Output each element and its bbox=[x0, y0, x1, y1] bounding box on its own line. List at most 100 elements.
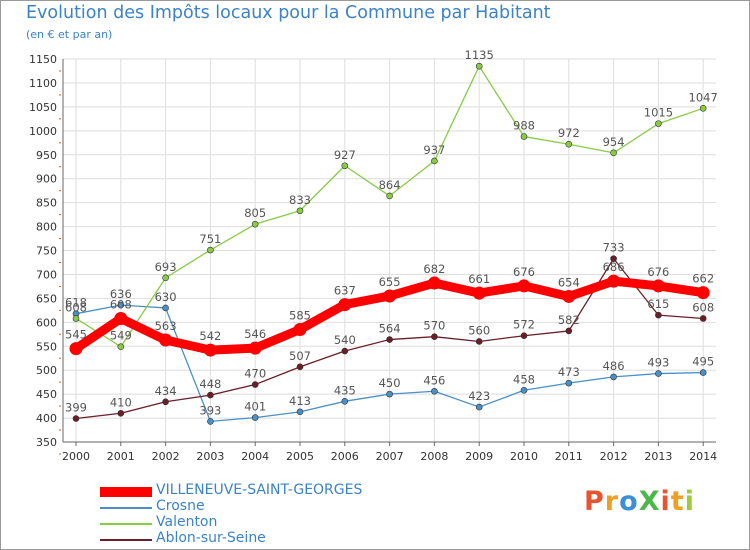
proxiti-logo: ProXiti bbox=[584, 486, 695, 517]
data-label: 563 bbox=[155, 319, 177, 333]
data-point bbox=[386, 192, 393, 200]
y-tick-label: 350 bbox=[36, 436, 57, 449]
data-label: 733 bbox=[603, 241, 625, 255]
y-tick-label: 950 bbox=[36, 149, 57, 162]
data-point bbox=[251, 414, 259, 421]
data-label: 546 bbox=[244, 327, 266, 341]
data-point bbox=[114, 311, 128, 325]
data-point bbox=[520, 133, 528, 140]
chart-subtitle: (en € et par an) bbox=[26, 28, 113, 41]
data-point bbox=[207, 418, 214, 425]
data-label: 608 bbox=[692, 300, 714, 314]
x-tick-label: 2010 bbox=[510, 450, 538, 463]
series-points bbox=[69, 62, 710, 425]
data-label: 972 bbox=[558, 126, 580, 140]
data-label: 399 bbox=[65, 401, 87, 415]
data-point bbox=[203, 343, 217, 357]
data-point bbox=[565, 140, 573, 148]
legend-label: Crosne bbox=[156, 498, 205, 514]
data-label: 572 bbox=[513, 318, 535, 332]
data-label: 560 bbox=[468, 323, 490, 337]
data-point bbox=[251, 220, 259, 228]
y-tick-label: 550 bbox=[36, 340, 57, 353]
data-labels: 618 636 630 393 401 413 435 450 456 423 458 473 486 4… bbox=[65, 48, 718, 417]
data-point bbox=[565, 327, 573, 335]
y-tick-label: 1000 bbox=[29, 125, 57, 138]
x-tick-label: 2014 bbox=[689, 450, 717, 463]
data-label: 564 bbox=[379, 322, 401, 336]
legend-swatch bbox=[100, 487, 152, 497]
chart-title: Evolution des Impôts locaux pour la Comm… bbox=[26, 3, 551, 23]
x-tick-label: 2006 bbox=[331, 450, 359, 463]
data-label: 473 bbox=[558, 365, 580, 379]
data-point bbox=[655, 120, 662, 127]
data-point bbox=[341, 347, 349, 355]
data-point bbox=[251, 381, 259, 388]
y-tick-label: 1150 bbox=[29, 53, 57, 66]
data-label: 423 bbox=[468, 389, 490, 403]
x-tick-label: 2012 bbox=[600, 450, 628, 463]
y-tick-label: 750 bbox=[36, 245, 57, 258]
y-tick-label: 1100 bbox=[29, 77, 57, 90]
data-label: 1015 bbox=[644, 106, 673, 120]
data-point bbox=[699, 105, 707, 112]
data-point bbox=[517, 279, 531, 293]
data-point bbox=[296, 363, 304, 371]
data-point bbox=[607, 274, 621, 288]
y-tick-label: 650 bbox=[36, 292, 57, 305]
data-label: 450 bbox=[379, 376, 401, 390]
data-point bbox=[383, 289, 397, 303]
data-point bbox=[699, 369, 707, 376]
data-label: 1047 bbox=[689, 90, 718, 104]
data-label: 676 bbox=[513, 265, 535, 279]
y-tick-label: 700 bbox=[36, 268, 57, 281]
data-point bbox=[69, 342, 83, 356]
y-tick-label: 900 bbox=[36, 173, 57, 186]
data-point bbox=[562, 289, 576, 303]
x-tick-label: 2002 bbox=[152, 450, 180, 463]
data-label: 682 bbox=[423, 262, 445, 276]
legend-swatch bbox=[100, 507, 152, 509]
legend-label: Ablon-sur-Seine bbox=[156, 530, 266, 546]
data-point bbox=[296, 408, 304, 416]
data-label: 542 bbox=[199, 329, 221, 343]
data-label: 549 bbox=[110, 329, 132, 343]
data-label: 618 bbox=[65, 296, 87, 310]
axes bbox=[59, 59, 716, 455]
data-point bbox=[655, 370, 662, 377]
data-label: 585 bbox=[289, 308, 311, 322]
data-point bbox=[162, 304, 169, 312]
data-label: 458 bbox=[513, 372, 535, 386]
data-label: 401 bbox=[244, 400, 266, 414]
data-point bbox=[655, 311, 662, 319]
data-label: 636 bbox=[110, 287, 132, 301]
data-label: 434 bbox=[155, 384, 177, 398]
y-tick-label: 800 bbox=[36, 221, 57, 234]
data-label: 493 bbox=[647, 356, 669, 370]
data-label: 654 bbox=[558, 275, 580, 289]
y-tick-label: 600 bbox=[36, 316, 57, 329]
data-label: 662 bbox=[692, 272, 714, 286]
line-chart: 350 400 450 500 550 600 650 700 750 800 850 900 950 1… bbox=[29, 48, 718, 463]
data-point bbox=[207, 391, 214, 399]
data-point bbox=[159, 333, 173, 347]
data-point bbox=[207, 246, 214, 254]
data-point bbox=[117, 301, 125, 309]
data-label: 937 bbox=[423, 143, 445, 157]
data-label: 615 bbox=[647, 297, 669, 311]
data-point bbox=[386, 390, 393, 398]
data-label: 608 bbox=[110, 297, 132, 311]
data-label: 864 bbox=[379, 178, 401, 192]
data-point bbox=[72, 315, 80, 322]
data-point bbox=[431, 387, 438, 395]
data-label: 456 bbox=[423, 373, 445, 387]
data-point bbox=[475, 62, 483, 70]
data-point bbox=[431, 157, 438, 165]
data-point bbox=[72, 415, 80, 422]
data-label: 540 bbox=[334, 333, 356, 347]
data-label: 486 bbox=[603, 359, 625, 373]
data-label: 507 bbox=[289, 349, 311, 363]
data-label: 676 bbox=[647, 265, 669, 279]
data-label: 545 bbox=[65, 328, 87, 342]
